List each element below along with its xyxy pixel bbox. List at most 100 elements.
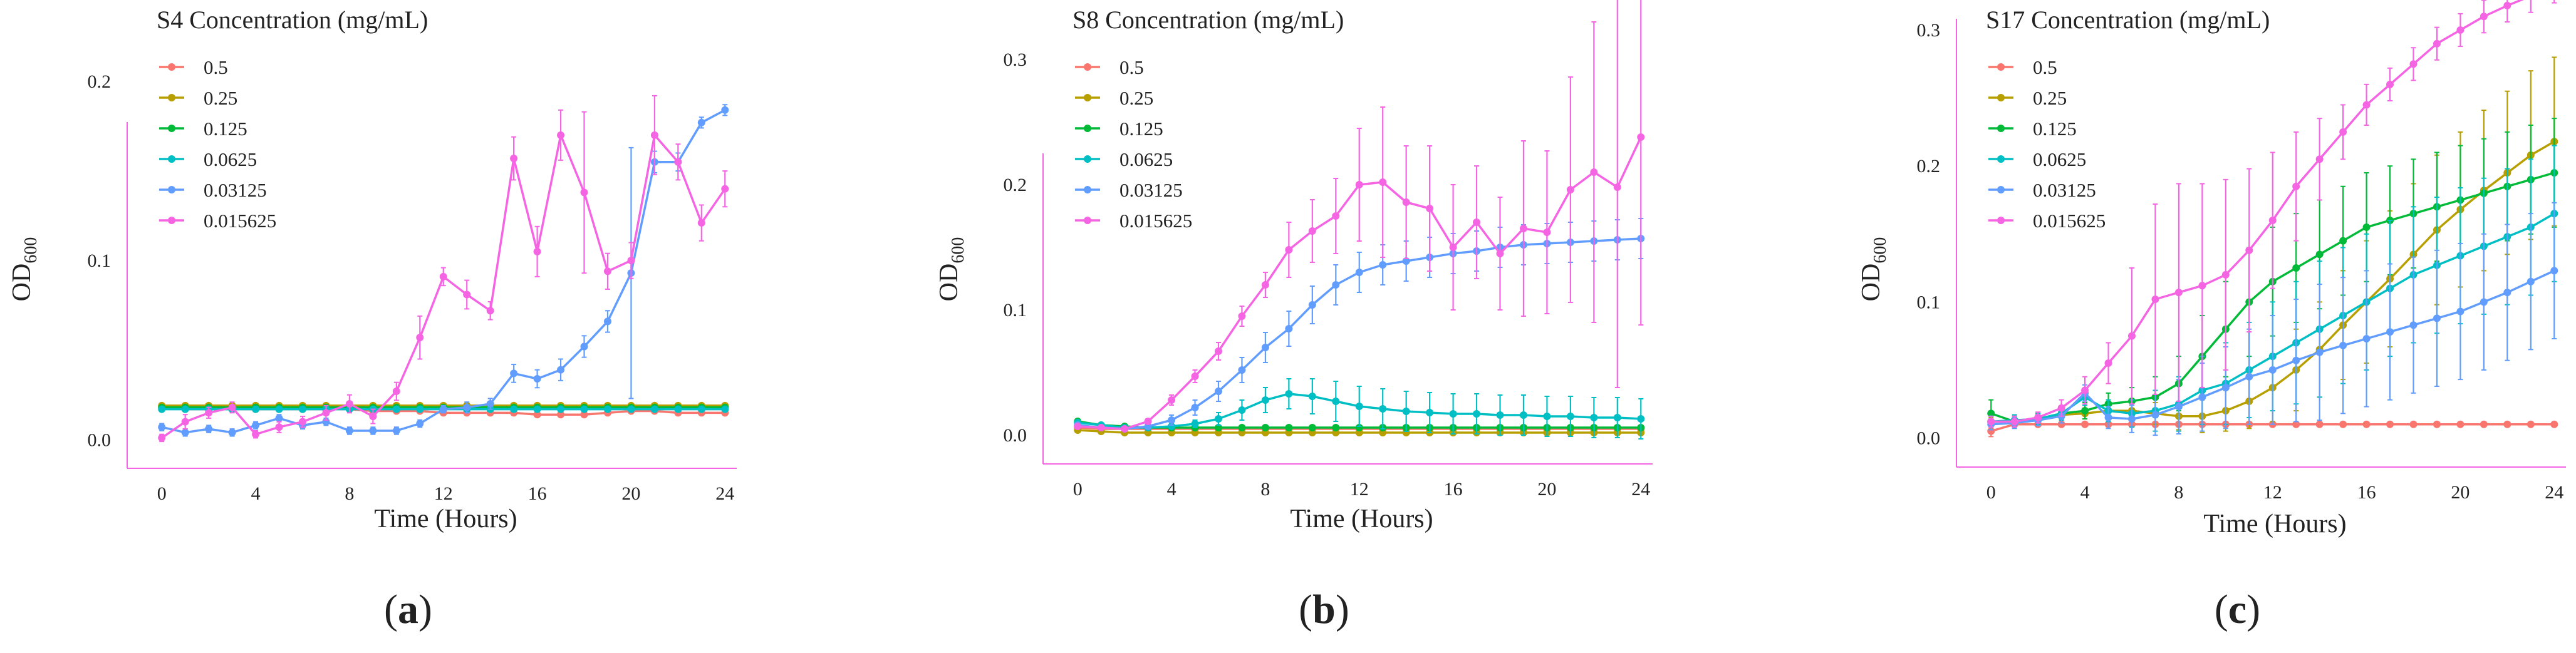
data-point bbox=[252, 421, 260, 429]
panel-a-y-tick-label: 0.0 bbox=[88, 429, 112, 450]
data-point bbox=[1613, 183, 1621, 191]
panel-b-y-tick-label: 0.1 bbox=[1004, 300, 1027, 321]
legend-label: 0.5 bbox=[2033, 56, 2057, 78]
data-point bbox=[1261, 424, 1269, 431]
data-point bbox=[1355, 181, 1363, 188]
panel-c-x-ticks: 0 4 8 12 16 20 24 bbox=[1987, 482, 2564, 503]
data-point bbox=[2315, 420, 2324, 428]
data-point bbox=[2362, 223, 2371, 231]
data-point bbox=[580, 188, 588, 197]
data-point bbox=[1637, 133, 1645, 141]
data-point bbox=[2409, 321, 2418, 329]
data-point bbox=[205, 409, 213, 417]
data-point bbox=[2292, 420, 2300, 428]
data-point bbox=[1355, 403, 1363, 410]
legend-swatch-point bbox=[1997, 186, 2005, 193]
panel-b-x-ticks: 0 4 8 12 16 20 24 bbox=[1073, 479, 1651, 500]
data-point bbox=[580, 405, 588, 413]
data-point bbox=[697, 118, 705, 126]
data-point bbox=[2081, 407, 2089, 415]
data-point bbox=[463, 291, 471, 299]
data-point bbox=[2081, 386, 2089, 394]
data-point bbox=[2174, 289, 2183, 297]
legend-swatch-point bbox=[168, 217, 175, 224]
legend-swatch-point bbox=[1084, 155, 1091, 163]
data-point bbox=[2104, 413, 2112, 421]
data-point bbox=[2268, 217, 2277, 225]
data-point bbox=[298, 418, 306, 426]
data-point bbox=[2104, 359, 2112, 368]
data-point bbox=[252, 405, 260, 413]
data-point bbox=[275, 405, 283, 413]
data-point bbox=[1261, 396, 1269, 404]
panel-c-series bbox=[1987, 0, 2558, 438]
data-point bbox=[1473, 410, 1481, 418]
data-point bbox=[1285, 390, 1293, 398]
legend-swatch-point bbox=[168, 125, 175, 132]
panel-c-x-tick-label: 8 bbox=[2174, 482, 2183, 503]
panel-b-x-tick-label: 16 bbox=[1444, 479, 1463, 500]
data-point bbox=[1214, 388, 1222, 395]
panel-b-y-axis-label-main: OD bbox=[935, 264, 963, 302]
data-point bbox=[1613, 414, 1621, 421]
data-point bbox=[557, 131, 565, 139]
data-point bbox=[2339, 420, 2347, 428]
series-0.015625 bbox=[158, 95, 729, 443]
panel-a-y-ticks: 0.0 0.1 0.2 bbox=[88, 71, 112, 450]
data-point bbox=[2292, 356, 2300, 364]
legend-label: 0.03125 bbox=[2033, 179, 2096, 201]
legend-swatch-point bbox=[1997, 94, 2005, 101]
data-point bbox=[650, 131, 658, 139]
data-point bbox=[1308, 424, 1316, 431]
panel-c-x-tick-label: 20 bbox=[2451, 482, 2470, 503]
data-point bbox=[2550, 420, 2558, 428]
data-point bbox=[1449, 244, 1457, 251]
data-point bbox=[2081, 420, 2089, 428]
legend-swatch-point bbox=[168, 63, 175, 71]
panel-b-x-tick-label: 4 bbox=[1167, 479, 1176, 500]
series-0.0625 bbox=[1074, 378, 1645, 440]
data-point bbox=[1191, 373, 1199, 380]
data-point bbox=[1987, 418, 1995, 426]
legend-label: 0.0625 bbox=[1119, 148, 1173, 170]
data-point bbox=[2174, 403, 2183, 411]
data-point bbox=[2527, 420, 2535, 428]
panel-b: 0 4 8 12 16 20 24 0.0 0.1 0.2 0.3 S8 Concentratio… bbox=[935, 0, 1653, 632]
panel-a-y-axis-label: OD600 bbox=[8, 237, 41, 302]
data-point bbox=[1238, 406, 1246, 414]
panel-c-x-tick-label: 24 bbox=[2545, 482, 2563, 503]
data-point bbox=[2315, 155, 2324, 163]
data-point bbox=[1261, 281, 1269, 289]
data-point bbox=[580, 342, 588, 351]
panel-b-legend: S8 Concentration (mg/mL) 0.5 0.25 0.125 0.0… bbox=[1072, 6, 1344, 232]
legend-label: 0.125 bbox=[2033, 118, 2077, 140]
data-point bbox=[2456, 26, 2464, 34]
panel-c-letter: c bbox=[2228, 587, 2246, 632]
data-point bbox=[2433, 420, 2441, 428]
data-point bbox=[298, 405, 306, 413]
data-point bbox=[1238, 366, 1246, 374]
data-point bbox=[721, 185, 729, 193]
data-point bbox=[2386, 80, 2394, 88]
data-point bbox=[2057, 404, 2065, 412]
legend-label: 0.0625 bbox=[2033, 148, 2086, 170]
legend-swatch-point bbox=[1997, 155, 2005, 163]
data-point bbox=[2362, 420, 2371, 428]
legend-swatch-point bbox=[1997, 125, 2005, 132]
panel-c-y-axis-label: OD600 bbox=[1857, 237, 1890, 302]
panel-a-legend-title: S4 Concentration (mg/mL) bbox=[157, 6, 428, 34]
panel-a-x-tick-label: 8 bbox=[345, 483, 354, 504]
data-point bbox=[2409, 60, 2418, 68]
data-point bbox=[2503, 420, 2511, 428]
data-point bbox=[2503, 1, 2511, 9]
data-point bbox=[533, 374, 541, 383]
data-point bbox=[2362, 101, 2371, 109]
data-point bbox=[674, 405, 682, 413]
data-point bbox=[1566, 186, 1574, 193]
data-point bbox=[1191, 420, 1199, 428]
panel-c-legend-title: S17 Concentration (mg/mL) bbox=[1986, 6, 2270, 34]
data-point bbox=[181, 418, 189, 426]
data-point bbox=[2198, 393, 2206, 401]
legend-label: 0.015625 bbox=[1119, 210, 1192, 232]
panel-c-x-axis-label: Time (Hours) bbox=[2203, 510, 2346, 538]
